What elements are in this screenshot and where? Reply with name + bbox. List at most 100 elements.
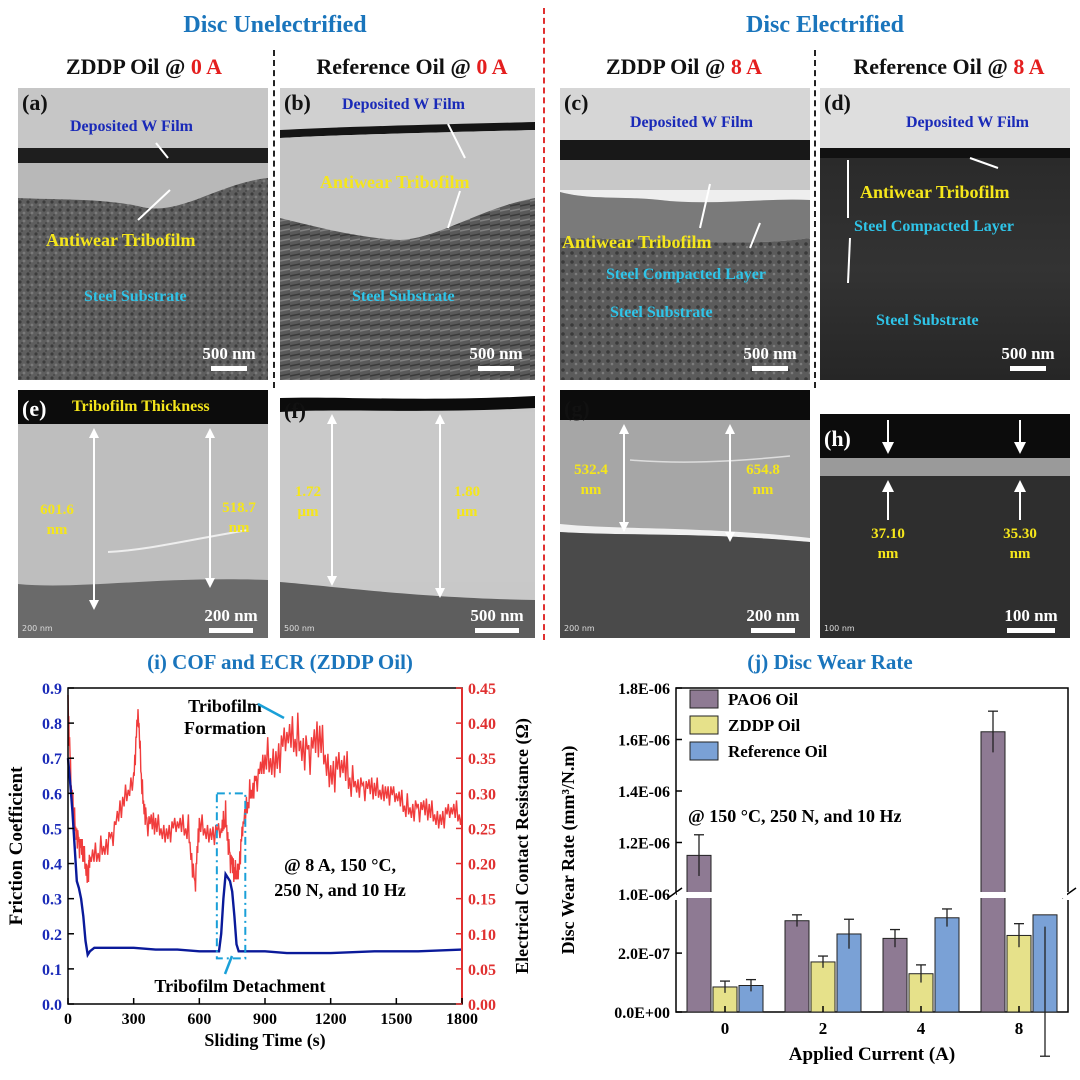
annotation-formation-line2: Formation: [184, 718, 266, 738]
red-divider: [543, 8, 545, 640]
x-axis-label: Applied Current (A): [789, 1044, 955, 1065]
x-tick-label: 0: [721, 1019, 730, 1038]
thickness-measure-1: 601.6 nm: [40, 502, 74, 538]
bar-pao6-oil: [882, 937, 908, 1013]
thickness-measure-2: 654.8 nm: [746, 462, 780, 498]
legend-swatch: [689, 715, 719, 735]
y-tick-label: 1.2E-06: [618, 836, 670, 853]
scale-bar: 100 nm: [996, 606, 1066, 633]
annotation-conditions-line1: @ 8 A, 150 °C,: [284, 855, 396, 875]
label-steel-substrate: Steel Substrate: [610, 304, 713, 321]
scale-bar-text: 200 nm: [746, 606, 800, 625]
scale-bar-text: 500 nm: [1001, 344, 1055, 363]
chart-title-wear-rate: (j) Disc Wear Rate: [747, 650, 913, 674]
label-antiwear-tribofilm: Antiwear Tribofilm: [46, 230, 196, 250]
scale-bar-text: 500 nm: [469, 344, 523, 363]
axis-break-overlay: [677, 892, 1067, 898]
black-divider-left: [273, 50, 275, 388]
bar-zddp-oil: [810, 961, 836, 1013]
y2-tick-label: 0.20: [468, 857, 496, 874]
y-tick-label: 1.4E-06: [618, 784, 670, 801]
scale-bar: 500 nm: [460, 344, 532, 371]
micrograph-scale-text: 500 nm: [284, 624, 315, 633]
scale-bar-text: 500 nm: [202, 344, 256, 363]
bar-pao6-oil: [980, 731, 1006, 1013]
label-deposited-w-film: Deposited W Film: [342, 96, 465, 113]
scale-bar-text: 500 nm: [470, 606, 524, 625]
x-tick-label: 1800: [446, 1011, 478, 1028]
tem-panel-b: (b) Deposited W Film Antiwear Tribofilm …: [280, 88, 535, 380]
y-tick-label: 0.5: [42, 821, 62, 838]
annotation-detachment: Tribofilm Detachment: [154, 976, 325, 996]
y-tick-label: 1.6E-06: [618, 733, 670, 750]
tem-panel-g: (g) 532.4 nm 654.8 nm 200 nm 200 nm: [560, 390, 810, 638]
scale-bar: 500 nm: [992, 344, 1064, 371]
y-axis-label: Disc Wear Rate (mm³/N.m): [558, 746, 579, 955]
y2-tick-label: 0.05: [468, 962, 496, 979]
legend-swatch: [689, 741, 719, 761]
label-antiwear-tribofilm: Antiwear Tribofilm: [860, 182, 1010, 202]
y-tick-label: 0.6: [42, 786, 62, 803]
column-title-1: ZDDP Oil @ 0 A: [65, 54, 223, 79]
panel-label-a: (a): [22, 90, 48, 115]
y-tick-label: 0.9: [42, 681, 62, 698]
micrograph-scale-text: 200 nm: [22, 624, 53, 633]
formation-arrow: [257, 702, 285, 720]
tem-panel-h: (h) 37.10 nm 35.30 nm 100 nm 100 nm: [820, 390, 1070, 638]
legend-label: Reference Oil: [728, 742, 828, 761]
y2-tick-label: 0.30: [468, 786, 496, 803]
micrograph-scale-text: 200 nm: [564, 624, 595, 633]
y-tick-label: 0.4: [42, 857, 62, 874]
thickness-measure-1: 532.4 nm: [574, 462, 608, 498]
detachment-arrow: [223, 955, 234, 975]
black-divider-right: [814, 50, 816, 388]
thickness-measure-2: 1.80 μm: [453, 484, 481, 520]
bar-reference-oil: [934, 917, 960, 1013]
label-antiwear-tribofilm: Antiwear Tribofilm: [562, 232, 712, 252]
micrograph-scale-text: 100 nm: [824, 624, 855, 633]
y-tick-label: 0.2: [42, 927, 62, 944]
y-axis-label: Friction Coefficient: [6, 766, 27, 925]
y2-tick-label: 0.10: [468, 927, 496, 944]
legend-swatch: [689, 689, 719, 709]
label-tribofilm-thickness: Tribofilm Thickness: [72, 398, 210, 415]
thickness-measure-1: 1.72 μm: [294, 484, 322, 520]
panel-label-f: (f): [284, 398, 306, 423]
panel-label-b: (b): [284, 90, 311, 115]
y-tick-label: 0.0: [42, 997, 62, 1014]
label-steel-substrate: Steel Substrate: [876, 312, 979, 329]
label-steel-substrate: Steel Substrate: [84, 288, 187, 305]
y2-tick-label: 0.25: [468, 821, 496, 838]
axis-break-mark: [667, 887, 683, 899]
y2-tick-label: 0.00: [468, 997, 496, 1014]
legend-label: ZDDP Oil: [728, 716, 801, 735]
bar-pao6-oil: [784, 920, 810, 1013]
label-steel-substrate: Steel Substrate: [352, 288, 455, 305]
tem-panel-d: (d) Deposited W Film Antiwear Tribofilm …: [820, 88, 1070, 380]
section-title-unelectrified: Disc Unelectrified: [183, 12, 367, 38]
tem-panel-c: (c) Deposited W Film Antiwear Tribofilm …: [560, 88, 810, 380]
y2-tick-label: 0.45: [468, 681, 496, 698]
x-tick-label: 600: [187, 1011, 211, 1028]
panel-label-e: (e): [22, 396, 47, 421]
column-title-3: ZDDP Oil @ 8 A: [605, 54, 763, 79]
panel-label-d: (d): [824, 90, 851, 115]
label-deposited-w-film: Deposited W Film: [630, 114, 753, 131]
annotation-conditions: @ 150 °C, 250 N, and 10 Hz: [688, 806, 901, 826]
x-tick-label: 1200: [315, 1011, 347, 1028]
x-tick-label: 900: [253, 1011, 277, 1028]
panel-label-g: (g): [564, 396, 590, 421]
x-tick-label: 300: [122, 1011, 146, 1028]
y-tick-label: 0.7: [42, 751, 62, 768]
thickness-measure-2: 518.7 nm: [222, 500, 256, 536]
bar-pao6-oil: [686, 854, 712, 1013]
x-tick-label: 4: [917, 1019, 926, 1038]
tem-panel-e: (e) Tribofilm Thickness 601.6 nm 518.7 n…: [18, 390, 268, 638]
plot-frame: [675, 687, 1069, 1013]
scale-bar: 500 nm: [194, 344, 264, 371]
y2-tick-label: 0.35: [468, 751, 496, 768]
x-tick-label: 0: [64, 1011, 72, 1028]
y2-tick-label: 0.40: [468, 716, 496, 733]
x-tick-label: 1500: [380, 1011, 412, 1028]
scale-bar-text: 200 nm: [204, 606, 258, 625]
